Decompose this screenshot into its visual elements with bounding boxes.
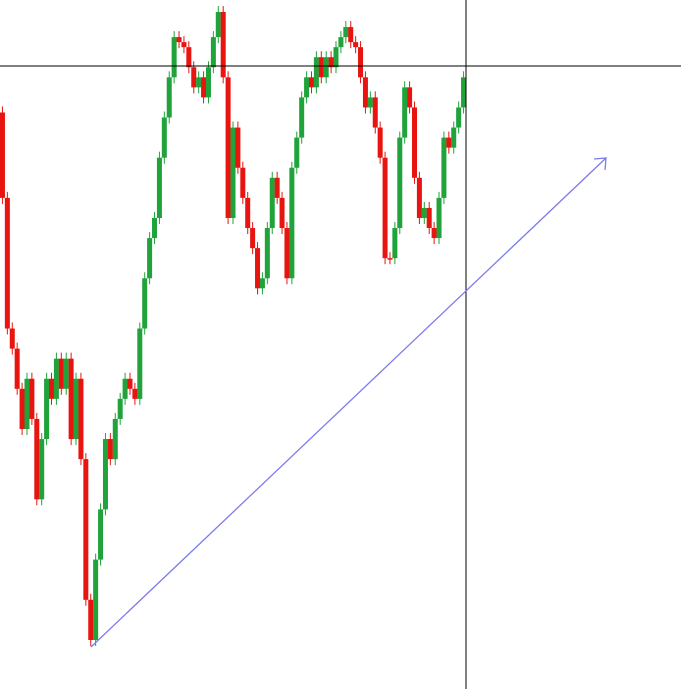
candle-body xyxy=(245,197,251,229)
candle-body xyxy=(235,127,241,168)
candle-body xyxy=(353,42,359,48)
candle-body xyxy=(186,47,192,68)
candle-body xyxy=(255,248,261,289)
candle-body xyxy=(14,348,20,389)
candle-body xyxy=(299,97,305,138)
candle-body xyxy=(142,278,148,329)
candle-body xyxy=(9,328,15,349)
candle-body xyxy=(367,97,373,108)
candle-body xyxy=(348,27,354,43)
candle-body xyxy=(461,77,467,108)
candle-body xyxy=(171,37,177,78)
candle-body xyxy=(132,388,138,399)
candle-body xyxy=(117,398,123,419)
candle-body xyxy=(358,47,364,78)
candle-body xyxy=(259,278,265,289)
candle-body xyxy=(328,57,334,68)
candle-body xyxy=(49,378,55,399)
candle-body xyxy=(205,67,211,98)
candle-body xyxy=(323,57,329,78)
candle-body xyxy=(451,127,457,148)
candle-body xyxy=(289,167,295,279)
candle-body xyxy=(122,378,128,399)
candle-body xyxy=(402,87,408,138)
candle-body xyxy=(68,358,74,440)
candle-body xyxy=(88,599,94,640)
candle-body xyxy=(308,77,314,88)
candle-body xyxy=(191,67,197,88)
candle-body xyxy=(58,358,64,389)
candle-body xyxy=(397,137,403,229)
candle-body xyxy=(362,77,368,108)
candle-body xyxy=(98,509,104,560)
candle-body xyxy=(210,37,216,68)
candle-body xyxy=(34,418,40,500)
candle-body xyxy=(441,137,447,198)
candle-body xyxy=(250,228,256,249)
candle-body xyxy=(411,107,417,178)
candle-body xyxy=(107,439,113,460)
candle-body xyxy=(274,177,280,198)
candle-body xyxy=(240,167,246,198)
candle-body xyxy=(318,57,324,78)
candle-body xyxy=(137,328,143,399)
candle-body xyxy=(382,157,388,259)
candle-body xyxy=(230,127,236,218)
candle-body xyxy=(387,258,393,260)
candle-body xyxy=(279,197,285,229)
candle-body xyxy=(112,418,118,460)
candle-body xyxy=(333,47,339,68)
candle-body xyxy=(181,42,187,48)
candle-body xyxy=(304,77,310,98)
candle-body xyxy=(0,112,5,198)
candle-body xyxy=(102,439,108,510)
candle-body xyxy=(421,207,427,218)
candle-body xyxy=(372,97,378,128)
candle-body xyxy=(44,378,50,440)
candle-body xyxy=(147,238,153,279)
candle-body xyxy=(220,12,226,78)
candle-body xyxy=(83,459,89,600)
candle-body xyxy=(196,77,202,88)
trend-arrow xyxy=(90,157,607,648)
candle-body xyxy=(29,378,35,419)
candle-body xyxy=(426,207,432,229)
candles xyxy=(0,6,467,646)
candle-body xyxy=(436,197,442,239)
candle-body xyxy=(377,127,383,158)
candle-body xyxy=(431,228,437,239)
candle-body xyxy=(456,107,462,128)
candle-body xyxy=(78,378,84,460)
candle-body xyxy=(93,559,99,640)
candle-body xyxy=(392,228,398,259)
candle-body xyxy=(225,77,231,218)
candle-body xyxy=(294,137,300,168)
candle-body xyxy=(201,77,207,98)
candle-body xyxy=(284,228,290,279)
candle-body xyxy=(269,177,275,229)
candle-body xyxy=(343,27,349,38)
candle-body xyxy=(264,228,270,279)
candle-body xyxy=(53,358,59,399)
candle-body xyxy=(161,117,167,158)
candle-body xyxy=(338,37,344,48)
candle-body xyxy=(446,137,452,148)
candle-body xyxy=(63,358,69,389)
candle-body xyxy=(24,378,30,429)
candle-body xyxy=(4,197,10,329)
candle-body xyxy=(156,157,162,218)
candle-body xyxy=(407,87,413,108)
candle-body xyxy=(127,378,133,389)
candle-body xyxy=(215,12,221,38)
candle-body xyxy=(416,177,422,218)
candle-body xyxy=(176,37,182,43)
candle-body xyxy=(19,388,25,429)
candle-body xyxy=(313,57,319,88)
candle-body xyxy=(39,439,45,500)
candle-body xyxy=(152,217,158,239)
candle-body xyxy=(166,77,172,118)
candle-body xyxy=(73,378,79,440)
